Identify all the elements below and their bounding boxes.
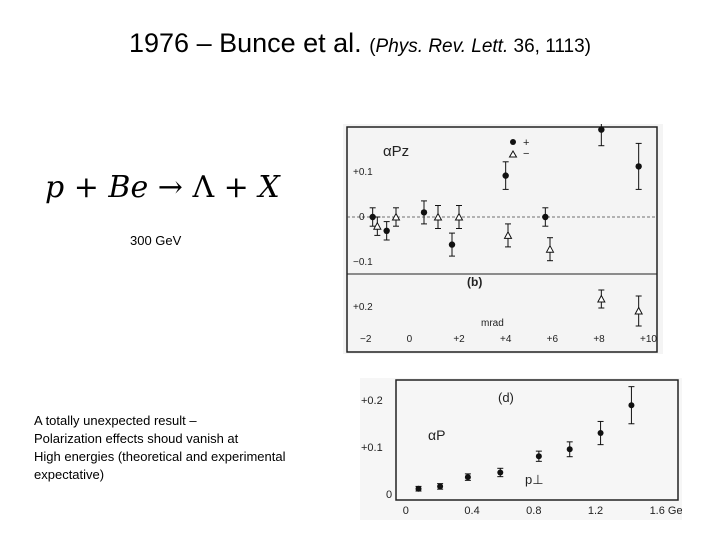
y-tick-d-0: +0.2 (361, 395, 383, 407)
figure-b-frame (346, 126, 658, 353)
point-b-s0-p0 (369, 213, 376, 221)
comment-text: A totally unexpected result – Polarizati… (34, 412, 364, 484)
point-d-2 (464, 474, 471, 481)
ylabel-b: αPz (383, 143, 409, 160)
point-b-s0-p5 (542, 213, 549, 221)
point-b-s1-p0 (372, 221, 382, 230)
lambda-symbol: Λ (192, 170, 215, 205)
point-d-5 (566, 446, 573, 453)
point-d-4 (535, 453, 542, 460)
x-tick-d-3: 1.2 (588, 505, 603, 517)
y-tick-d-1: +0.1 (361, 442, 383, 454)
x-tick-b-6: +10 (640, 334, 657, 345)
x-tick-d-1: 0.4 (464, 505, 479, 517)
point-b-s0-p6 (598, 126, 605, 133)
point-b-s0-p2 (420, 209, 428, 216)
point-b-s0-p1 (383, 227, 390, 234)
x-tick-b-1: 0 (407, 334, 413, 345)
figure-d-points (415, 386, 635, 492)
point-b-s1-p6 (596, 294, 606, 303)
title-main: 1976 – Bunce et al. (129, 28, 362, 58)
citation-open-paren: ( (369, 36, 376, 57)
legend-b-plus-label: + (523, 137, 529, 149)
figure-d-x-ticks: 0 0.4 0.8 1.2 1.6 GeV/c (403, 505, 682, 517)
point-b-s0-p7 (635, 163, 642, 170)
reaction-rhs: + X (214, 170, 280, 205)
legend-b-minus-marker (508, 150, 518, 158)
panel-label-d: (d) (498, 390, 514, 405)
x-tick-b-3: +4 (500, 334, 512, 345)
journal-name: Phys. Rev. Lett. (375, 36, 509, 57)
y-tick-d-2: 0 (386, 489, 392, 501)
xlabel-b: mrad (481, 318, 504, 329)
figure-b-paper (343, 124, 663, 354)
figure-d-paper (360, 378, 682, 520)
point-d-0 (415, 485, 422, 492)
point-b-s1-p5 (545, 244, 555, 253)
figure-d: +0.2 +0.1 0 αP (d) p⊥ 0 0.4 0.8 1.2 1.6 GeV/… (360, 378, 682, 520)
x-tick-b-0: −2 (360, 334, 372, 345)
comment-line-4: expectative) (34, 467, 105, 482)
comment-line-3: High energies (theoretical and experimen… (34, 449, 286, 464)
figure-b-x-ticks: −2 0 +2 +4 +6 +8 +10 (360, 334, 657, 345)
point-d-1 (437, 483, 444, 490)
x-tick-d-2: 0.8 (526, 505, 541, 517)
point-d-3 (497, 469, 504, 476)
point-b-s1-p1 (391, 212, 401, 221)
beam-energy-label: 300 GeV (130, 233, 182, 248)
citation: (Phys. Rev. Lett. 36, 1113) (369, 36, 591, 57)
y-tick-b-1: 0 (359, 212, 365, 223)
point-d-6 (597, 430, 604, 437)
figure-b-points (369, 124, 644, 327)
comment-line-1: A totally unexpected result – (34, 413, 197, 428)
comment-line-2: Polarization effects shoud vanish at (34, 431, 239, 446)
point-b-s1-p2 (433, 212, 443, 221)
reaction-arrow: → (157, 170, 183, 205)
ylabel-d: αP (428, 427, 445, 443)
point-b-s1-p7 (634, 306, 644, 315)
slide-title: 1976 – Bunce et al. (Phys. Rev. Lett. 36… (0, 28, 720, 59)
xlabel-d: p⊥ (525, 472, 544, 487)
y-tick-b-3: +0.2 (353, 302, 373, 313)
x-tick-b-5: +8 (593, 334, 605, 345)
citation-rest: 36, 1113) (508, 36, 591, 57)
point-b-s1-p3 (454, 212, 464, 221)
x-tick-d-4: 1.6 GeV/c (650, 505, 682, 517)
figure-d-frame (395, 379, 679, 501)
figure-b: +0.1 0 −0.1 +0.2 αPz (b) mrad + − −2 0 +2 +… (343, 124, 663, 354)
point-d-7 (628, 402, 635, 409)
point-b-s0-p4 (502, 172, 509, 179)
y-tick-b-2: −0.1 (353, 257, 373, 268)
y-tick-b-0: +0.1 (353, 167, 373, 178)
legend-b-minus-label: − (523, 148, 529, 160)
reaction-lhs: p + Be (45, 170, 149, 205)
reaction-equation: p + Be → Λ + X (45, 170, 280, 205)
legend-b-plus-marker (510, 139, 516, 145)
panel-label-b: (b) (467, 275, 482, 289)
point-b-s1-p4 (503, 230, 513, 239)
x-tick-d-0: 0 (403, 505, 409, 517)
x-tick-b-2: +2 (453, 334, 465, 345)
x-tick-b-4: +6 (547, 334, 559, 345)
point-b-s0-p3 (448, 241, 456, 248)
